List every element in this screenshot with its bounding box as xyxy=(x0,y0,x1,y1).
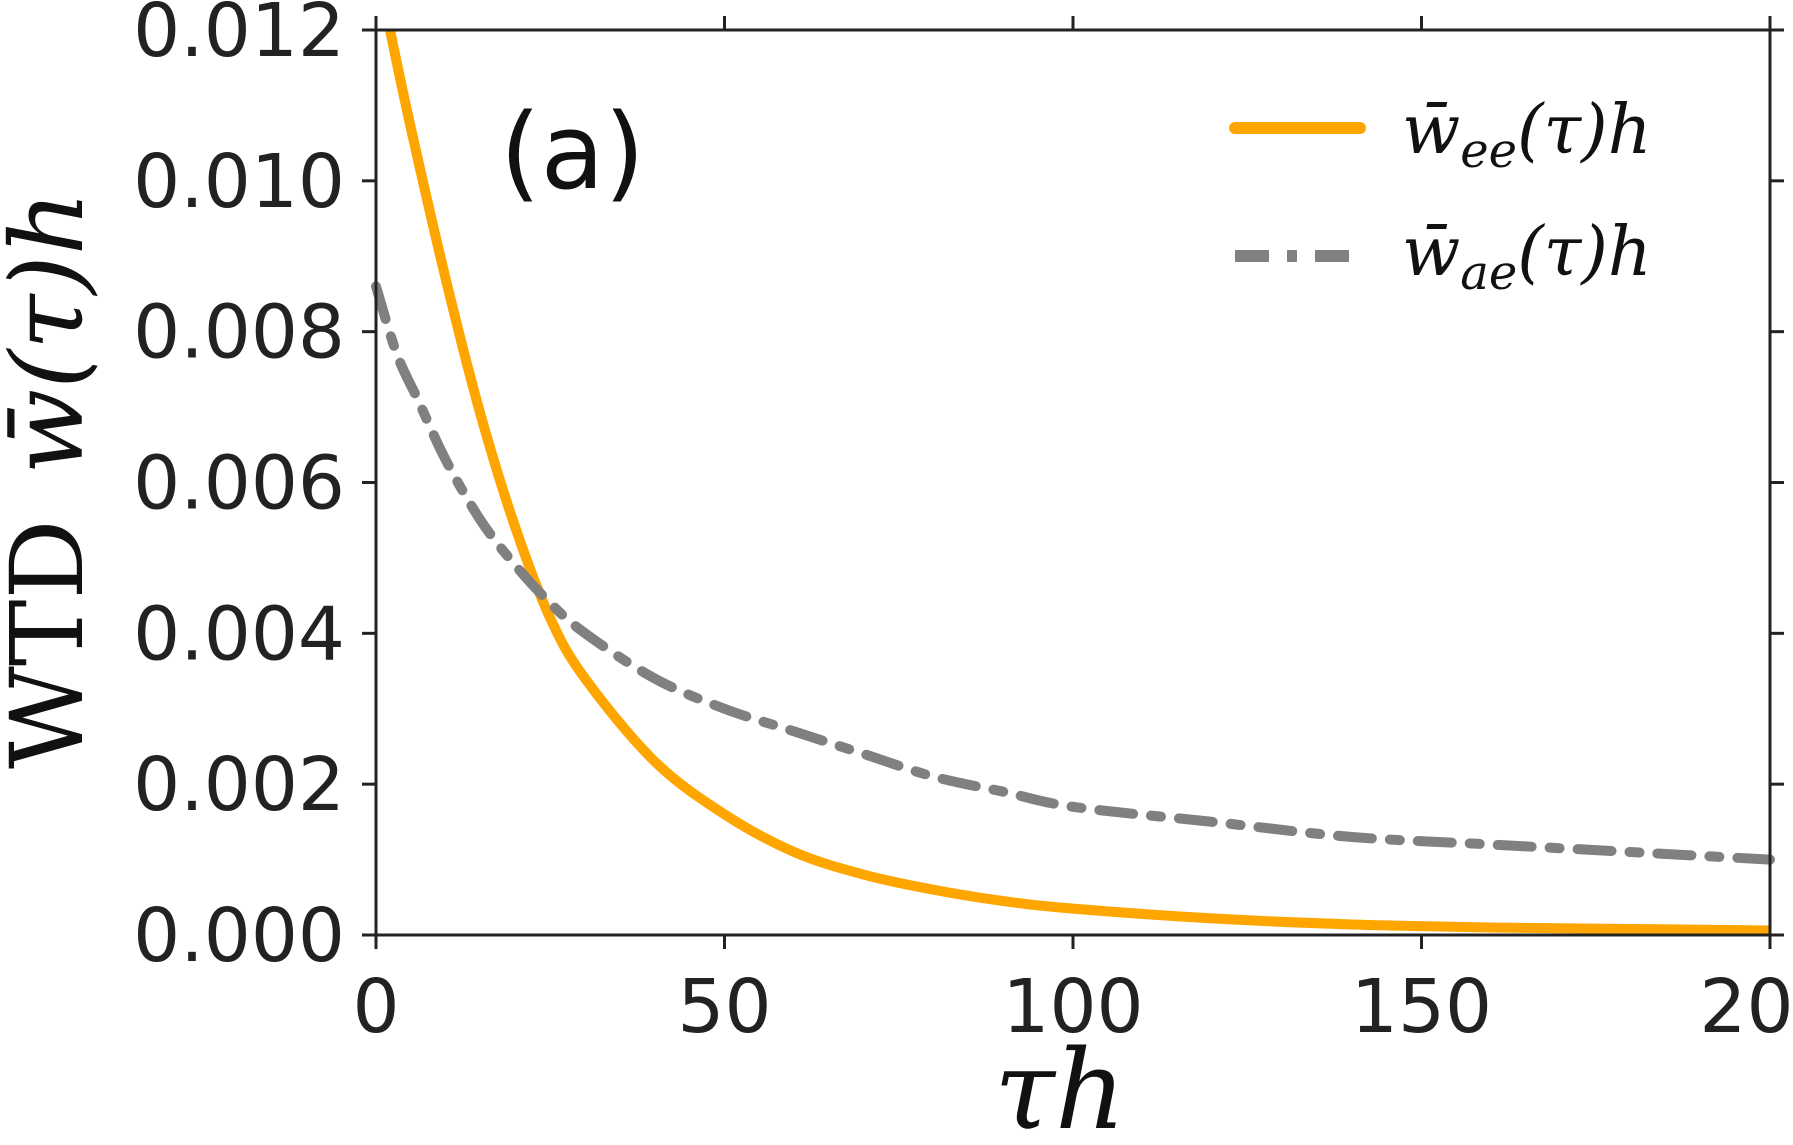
series-line-0 xyxy=(385,28,1771,936)
y-tick-label: 0.004 xyxy=(133,591,345,677)
legend-label-ee-base: w̄ xyxy=(1402,91,1460,170)
legend-label-ae-tail: (τ)h xyxy=(1517,213,1651,292)
y-tick-label: 0.006 xyxy=(133,441,345,527)
legend-label-ae: w̄ae(τ)h xyxy=(1402,213,1652,301)
panel-label: (a) xyxy=(500,91,645,213)
y-axis-label: WTD w̄(τ)h xyxy=(0,191,106,769)
series-line-1 xyxy=(371,281,1775,865)
legend-label-ae-base: w̄ xyxy=(1402,213,1460,292)
y-tick-label: 0.002 xyxy=(133,742,345,828)
y-tick-label: 0.008 xyxy=(133,290,345,376)
x-tick-label: 100 xyxy=(1002,964,1143,1050)
axis-tick-labels: 0 50 100 150 200 0.000 0.002 0.004 0.006 0.008 0.0… xyxy=(133,0,1793,1050)
y-tick-label: 0.000 xyxy=(133,893,345,979)
x-tick-label: 200 xyxy=(1699,964,1793,1050)
legend-label-ee: w̄ee(τ)h xyxy=(1402,91,1652,179)
x-tick-label: 50 xyxy=(677,964,771,1050)
y-axis-label-prefix: WTD xyxy=(0,519,106,769)
legend-label-ee-sub: ee xyxy=(1460,123,1517,179)
x-tick-label: 0 xyxy=(352,964,399,1050)
legend-label-ae-sub: ae xyxy=(1460,245,1517,301)
svg-text:WTD w̄(τ)h: WTD w̄(τ)h xyxy=(0,191,106,769)
y-tick-label: 0.012 xyxy=(133,0,345,74)
plot-lines xyxy=(371,28,1775,936)
legend-label-ee-tail: (τ)h xyxy=(1517,91,1651,170)
x-axis-label: τh xyxy=(994,1026,1126,1145)
x-tick-label: 150 xyxy=(1351,964,1492,1050)
legend: w̄ee(τ)h w̄ae(τ)h xyxy=(1229,91,1652,301)
y-tick-label: 0.010 xyxy=(133,139,345,225)
axis-ticks xyxy=(362,16,1784,949)
y-axis-label-math: w̄(τ)h xyxy=(0,191,106,474)
